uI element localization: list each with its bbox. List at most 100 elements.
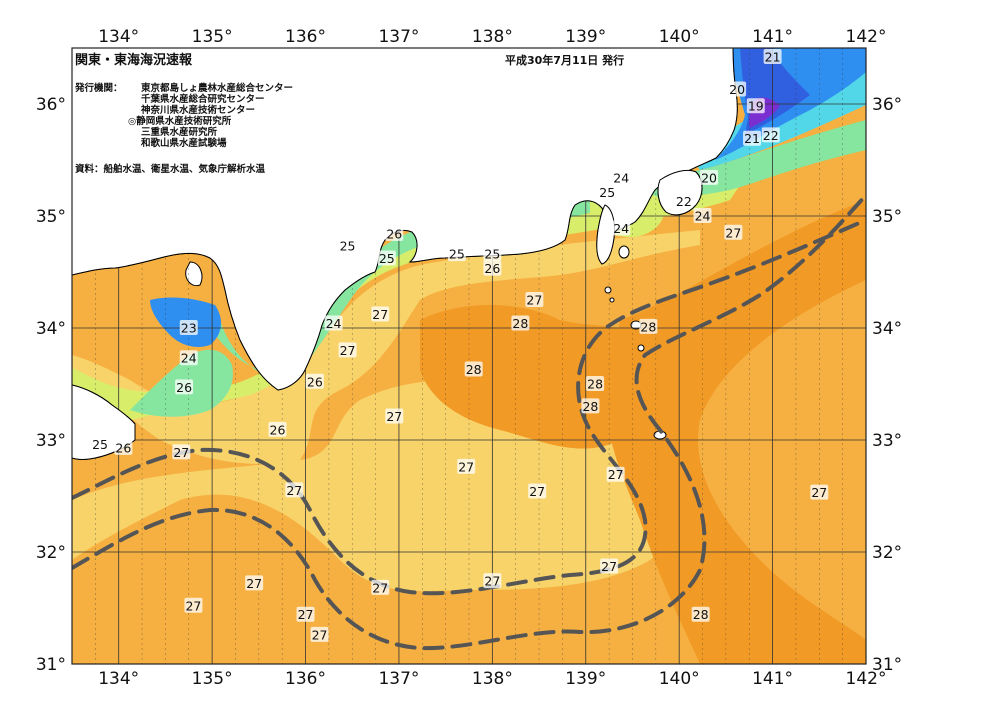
contour-label: 23 bbox=[181, 321, 197, 336]
lon-label-bottom: 138° bbox=[472, 669, 513, 689]
contour-label: 25 bbox=[379, 251, 395, 266]
kuroshio-axis bbox=[72, 193, 866, 651]
kuroshio-axis-south bbox=[72, 193, 866, 651]
contour-label-bg bbox=[810, 484, 829, 500]
lon-label-top: 137° bbox=[378, 27, 419, 47]
contour-label-bg bbox=[91, 436, 110, 452]
lat-label-right: 32° bbox=[872, 543, 902, 563]
contour-label-bg bbox=[728, 81, 747, 97]
lon-label-bottom: 137° bbox=[378, 669, 419, 689]
lon-label-top: 136° bbox=[285, 27, 326, 47]
publisher-name: 三重県水産研究所 bbox=[141, 126, 218, 138]
lon-label-bottom: 140° bbox=[659, 669, 700, 689]
lon-label-top: 134° bbox=[98, 27, 139, 47]
contour-label: 27 bbox=[312, 627, 328, 642]
contour-label-bg bbox=[114, 439, 133, 455]
lon-label-bottom: 136° bbox=[285, 669, 326, 689]
contour-label: 27 bbox=[458, 459, 474, 474]
contour-label: 22 bbox=[763, 128, 779, 143]
lat-label-right: 36° bbox=[872, 95, 902, 115]
contour-label-bg bbox=[528, 483, 547, 499]
contour-label: 24 bbox=[326, 316, 342, 331]
contour-label: 22 bbox=[676, 194, 692, 209]
lon-label-bottom: 139° bbox=[565, 669, 606, 689]
sea-25-band bbox=[72, 185, 740, 455]
issue-date: 平成30年7月11日 発行 bbox=[505, 53, 624, 67]
lat-label-left: 33° bbox=[36, 431, 66, 451]
contour-label: 27 bbox=[298, 607, 314, 622]
lon-label-top: 141° bbox=[752, 27, 793, 47]
latitude-labels-left: 36° 35° 34° 33° 32° 31° bbox=[36, 95, 66, 675]
contour-label: 24 bbox=[613, 221, 629, 236]
contour-label: 24 bbox=[695, 209, 711, 224]
longitude-labels-bottom: 134° 135° 136° 137° 138° 139° 140° 141° 142° bbox=[98, 669, 886, 689]
contour-label-bg bbox=[464, 361, 483, 377]
longitude-labels-top: 134° 135° 136° 137° 138° 139° 140° 141° 142° bbox=[98, 27, 886, 47]
contour-label-bg bbox=[377, 250, 396, 266]
contour-label: 27 bbox=[529, 484, 545, 499]
publisher-name: 千葉県水産総合研究センター bbox=[141, 93, 265, 105]
contour-label-bg bbox=[700, 169, 719, 185]
contour-label: 24 bbox=[613, 170, 629, 185]
contour-label-bg bbox=[581, 398, 600, 414]
lon-label-bottom: 134° bbox=[98, 669, 139, 689]
publisher-name: 東京都島しょ農林水産総合センター bbox=[140, 82, 293, 94]
lat-label-right: 33° bbox=[872, 431, 902, 451]
contour-label-bg bbox=[743, 130, 762, 146]
contour-label-bg bbox=[268, 421, 287, 437]
contour-label: 27 bbox=[340, 343, 356, 358]
contour-label-bg bbox=[447, 246, 466, 262]
plot-frame bbox=[71, 47, 867, 665]
contour-label: 27 bbox=[246, 576, 262, 591]
contour-label: 25 bbox=[92, 437, 108, 452]
lat-label-left: 31° bbox=[36, 655, 66, 675]
data-source: 資料：船舶水温、衛星水温、気象庁解析水温 bbox=[75, 163, 266, 175]
lat-label-right: 35° bbox=[872, 207, 902, 227]
lon-label-bottom: 135° bbox=[192, 669, 233, 689]
sea-28-band-east bbox=[607, 200, 866, 664]
contour-label: 20 bbox=[729, 82, 745, 97]
contour-label: 21 bbox=[744, 131, 760, 146]
contour-label: 25 bbox=[449, 247, 465, 262]
contour-label: 28 bbox=[582, 399, 598, 414]
publisher-name: 神奈川県水産技術センター bbox=[141, 104, 255, 116]
lon-label-bottom: 142° bbox=[846, 669, 887, 689]
contour-label: 27 bbox=[484, 574, 500, 589]
lon-label-top: 140° bbox=[659, 27, 700, 47]
contour-label-bg bbox=[285, 482, 304, 498]
contour-label-bg bbox=[385, 408, 404, 424]
island-niijima bbox=[604, 286, 612, 294]
contour-label: 25 bbox=[599, 185, 615, 200]
lat-label-right: 34° bbox=[872, 319, 902, 339]
contour-label-bg bbox=[179, 320, 198, 335]
contour-label: 25 bbox=[340, 239, 356, 254]
contour-label: 27 bbox=[372, 307, 388, 322]
contour-label-bg bbox=[296, 606, 315, 622]
contour-label: 27 bbox=[372, 580, 388, 595]
contour-label-bg bbox=[172, 444, 191, 460]
lon-label-top: 138° bbox=[472, 27, 513, 47]
contour-label-bg bbox=[483, 260, 502, 276]
contour-label: 27 bbox=[601, 559, 617, 574]
publisher-list: 東京都島しょ農林水産総合センター千葉県水産総合研究センター神奈川県水産技術センタ… bbox=[128, 82, 293, 149]
contour-label-bg bbox=[612, 169, 631, 185]
contour-label: 27 bbox=[608, 467, 624, 482]
island-mikura bbox=[637, 344, 645, 352]
contour-label-bg bbox=[724, 224, 743, 240]
contour-label: 20 bbox=[701, 170, 717, 185]
contour-label: 24 bbox=[181, 351, 197, 366]
contour-label-bg bbox=[338, 238, 357, 254]
contour-label: 25 bbox=[484, 247, 500, 262]
contour-label: 27 bbox=[811, 485, 827, 500]
contour-label-bg bbox=[525, 292, 544, 307]
publisher-name: ◎静岡県水産技術研究所 bbox=[128, 115, 232, 127]
contour-label: 27 bbox=[185, 598, 201, 613]
contour-label-bg bbox=[310, 626, 329, 642]
map-title: 関東・東海海況速報 bbox=[75, 52, 193, 68]
contour-label-bg bbox=[483, 246, 502, 262]
lat-label-left: 32° bbox=[36, 543, 66, 563]
contour-label-bg bbox=[245, 575, 264, 591]
contour-label-bg bbox=[612, 220, 631, 236]
